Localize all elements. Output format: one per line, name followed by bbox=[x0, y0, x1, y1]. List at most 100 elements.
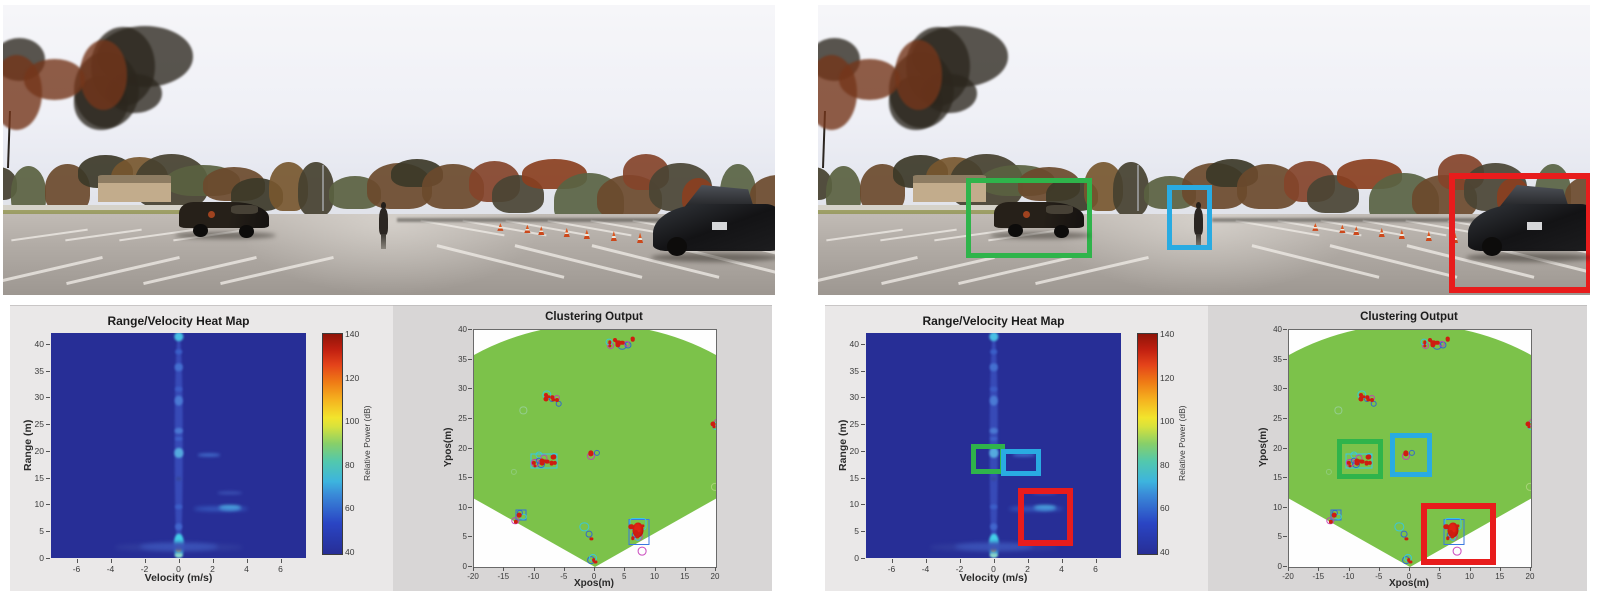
suv-shadow bbox=[990, 231, 1091, 240]
x-tick-label: -6 bbox=[72, 564, 81, 574]
detection-ring bbox=[1325, 468, 1332, 475]
black-sedan bbox=[1468, 183, 1590, 261]
detection-dot bbox=[631, 536, 635, 540]
x-tick-label: -4 bbox=[106, 564, 115, 574]
colorbar-tick-label: 140 bbox=[1160, 329, 1175, 339]
x-tick bbox=[1061, 559, 1063, 563]
x-tick-label: 20 bbox=[1525, 572, 1535, 581]
x-tick bbox=[1469, 567, 1471, 571]
y-tick bbox=[468, 417, 472, 419]
detection-dot bbox=[552, 460, 557, 465]
y-tick bbox=[861, 477, 865, 479]
detection-dot bbox=[641, 524, 645, 528]
x-tick-label: 5 bbox=[622, 572, 627, 581]
y-tick-label: 20 bbox=[458, 443, 467, 453]
detection-dot bbox=[636, 532, 641, 536]
heat-feature bbox=[174, 333, 183, 558]
y-tick-label: 15 bbox=[458, 473, 467, 483]
colorbar-tick-label: 100 bbox=[1160, 416, 1175, 427]
y-tick bbox=[1283, 477, 1287, 479]
y-tick-label: 40 bbox=[458, 325, 467, 334]
detection-dot bbox=[1456, 524, 1460, 528]
detection-dot bbox=[1423, 344, 1427, 348]
x-tick-label: 4 bbox=[1059, 564, 1064, 574]
y-tick-label: 40 bbox=[1273, 325, 1282, 334]
heat-feature bbox=[139, 542, 218, 552]
detection-dot bbox=[1449, 530, 1454, 535]
y-tick bbox=[861, 504, 865, 506]
detection-dot bbox=[628, 523, 634, 530]
y-tick-label: 10 bbox=[458, 502, 467, 512]
heat-feature bbox=[174, 386, 183, 392]
traffic-cone bbox=[538, 226, 545, 236]
detection-dot bbox=[1332, 512, 1337, 518]
clustering-plot bbox=[473, 329, 717, 568]
range-velocity-heatmap: Range/Velocity Heat Map Range (m) Veloci… bbox=[825, 305, 1208, 591]
x-tick bbox=[212, 559, 214, 563]
bounding-box-suv-vehicle bbox=[966, 178, 1093, 259]
heat-feature bbox=[216, 491, 243, 495]
colorbar-tick-label: 40 bbox=[1160, 547, 1170, 557]
traffic-cone bbox=[1339, 224, 1346, 233]
x-tick-label: -2 bbox=[140, 564, 149, 574]
x-tick bbox=[533, 567, 535, 571]
pedestrian-head bbox=[1195, 201, 1202, 209]
cars-shadow bbox=[396, 218, 775, 223]
sedan-license-plate bbox=[1526, 222, 1542, 230]
detection-dot bbox=[1359, 459, 1365, 465]
detection-dot bbox=[1435, 340, 1440, 345]
x-tick bbox=[178, 559, 180, 563]
detection-dot bbox=[589, 537, 593, 541]
y-tick-label: 30 bbox=[34, 392, 44, 403]
x-tick-label: 4 bbox=[244, 564, 249, 574]
y-tick bbox=[46, 504, 50, 506]
detection-dot bbox=[1427, 338, 1432, 343]
detection-dot bbox=[1366, 398, 1371, 402]
suv-red-accent bbox=[1022, 210, 1030, 218]
detection-dot bbox=[608, 344, 612, 348]
building bbox=[97, 174, 172, 203]
colorbar-tick-label: 140 bbox=[345, 329, 360, 339]
x-tick-label: -15 bbox=[1312, 572, 1325, 581]
y-tick-label: 15 bbox=[849, 472, 859, 483]
detection-dot bbox=[1423, 340, 1427, 345]
x-tick bbox=[891, 559, 893, 563]
heatmap-xlabel: Velocity (m/s) bbox=[959, 572, 1028, 584]
detection-ring bbox=[585, 530, 593, 538]
y-tick-label: 10 bbox=[849, 499, 859, 510]
y-tick-label: 10 bbox=[34, 499, 44, 510]
heatmap-box-black-sedan bbox=[1018, 487, 1074, 547]
detection-dot bbox=[1346, 460, 1352, 465]
x-tick bbox=[1095, 559, 1097, 563]
heat-feature bbox=[989, 386, 998, 392]
detection-ring bbox=[510, 468, 517, 475]
detection-dot bbox=[543, 393, 548, 398]
x-tick bbox=[563, 567, 565, 571]
y-tick-label: 35 bbox=[849, 365, 859, 376]
y-tick bbox=[861, 450, 865, 452]
x-tick-label: 0 bbox=[176, 564, 181, 574]
y-tick-label: 15 bbox=[34, 472, 44, 483]
y-tick bbox=[861, 424, 865, 426]
detection-dot bbox=[608, 340, 612, 345]
sedan-wheel bbox=[666, 237, 687, 256]
x-tick bbox=[993, 559, 995, 563]
x-tick bbox=[654, 567, 656, 571]
cluster-marks bbox=[474, 330, 716, 567]
traffic-cones bbox=[3, 5, 775, 295]
tree bbox=[3, 11, 193, 229]
road-highlight bbox=[1049, 213, 1359, 295]
sedan-wheel bbox=[1481, 237, 1502, 256]
heat-feature bbox=[989, 427, 998, 435]
detection-dot bbox=[1366, 453, 1372, 460]
heat-feature bbox=[954, 542, 1033, 552]
colorbar-tick-label: 60 bbox=[345, 503, 355, 514]
y-tick bbox=[468, 329, 472, 330]
clustering-box-pedestrian bbox=[1389, 433, 1432, 478]
detection-ring bbox=[594, 450, 601, 457]
pedestrian bbox=[1192, 201, 1204, 250]
heatmap-xlabel: Velocity (m/s) bbox=[144, 572, 213, 584]
cluster-marks bbox=[1289, 330, 1531, 567]
y-tick-label: 15 bbox=[1273, 473, 1282, 483]
